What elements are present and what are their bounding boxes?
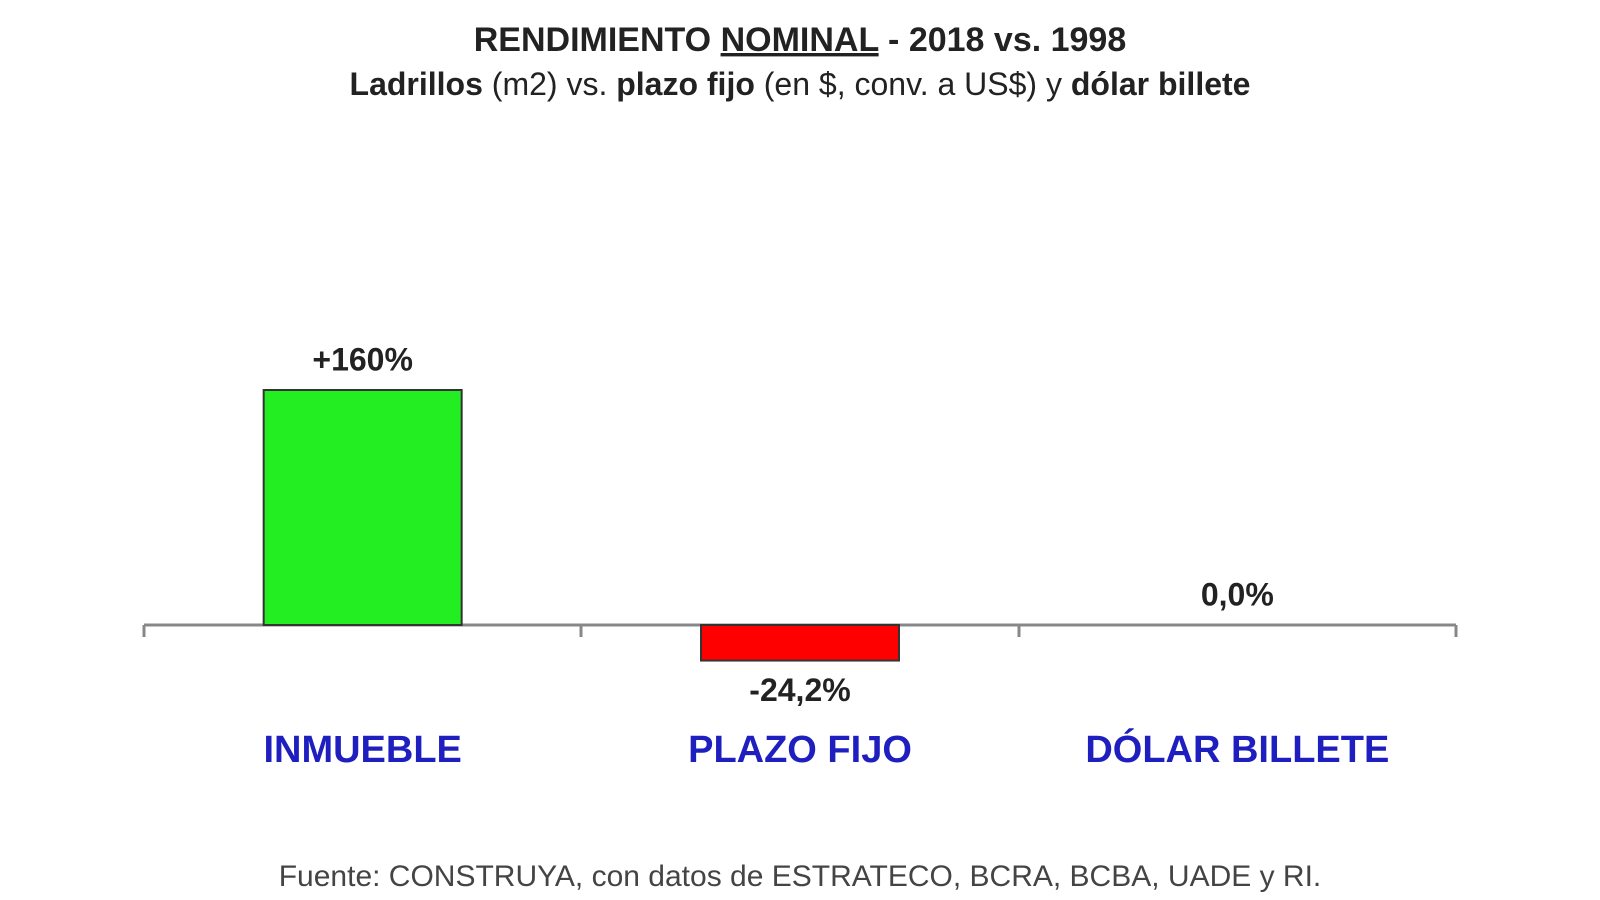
bar [262, 389, 463, 626]
category-label: INMUEBLE [263, 729, 461, 771]
chart-subtitle: Ladrillos (m2) vs. plazo fijo (en $, con… [350, 66, 1251, 102]
category-label: DÓLAR BILLETE [1085, 727, 1389, 771]
chart-subtitle-part: Ladrillos [350, 66, 483, 102]
chart-subtitle-part: plazo fijo [616, 66, 755, 102]
chart-title-part: RENDIMIENTO [474, 21, 721, 59]
source-note: Fuente: CONSTRUYA, con datos de ESTRATEC… [279, 860, 1322, 893]
value-label: -24,2% [749, 672, 850, 708]
value-label: +160% [312, 341, 413, 377]
value-label: 0,0% [1201, 576, 1274, 612]
chart-subtitle-part: dólar billete [1071, 66, 1251, 102]
chart-subtitle-part: (en $, conv. a US$) y [755, 66, 1071, 102]
category-label: PLAZO FIJO [688, 729, 912, 771]
chart-subtitle-part: (m2) vs. [483, 66, 616, 102]
axis-ticks [142, 625, 1458, 637]
bar [700, 624, 900, 662]
chart-title-part: NOMINAL [721, 21, 879, 59]
chart-title-part: - 2018 vs. 1998 [879, 21, 1127, 59]
chart-title: RENDIMIENTO NOMINAL - 2018 vs. 1998 [474, 21, 1127, 59]
